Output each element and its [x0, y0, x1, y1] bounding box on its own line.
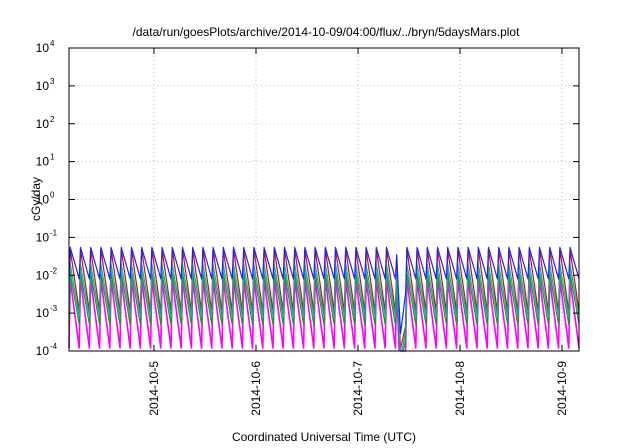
y-tick-label: 10 [36, 268, 50, 282]
y-tick-label: 10 [36, 193, 50, 207]
series-group [68, 246, 580, 352]
y-tick-exponent: 3 [50, 77, 55, 86]
series-line [68, 271, 580, 352]
chart-title: /data/run/goesPlots/archive/2014-10-09/0… [133, 25, 521, 39]
y-tick-exponent: 0 [50, 191, 55, 200]
series-line [68, 246, 580, 335]
x-tick-label: 2014-10-7 [351, 361, 365, 416]
x-tick-label: 2014-10-9 [555, 361, 569, 416]
y-tick-label: 10 [36, 79, 50, 93]
y-tick-label: 10 [36, 155, 50, 169]
y-tick-exponent: 4 [50, 39, 55, 48]
y-tick-label: 10 [36, 41, 50, 55]
y-tick-label: 10 [36, 117, 50, 131]
y-axis-label: cGy/day [29, 177, 43, 221]
x-axis-label: Coordinated Universal Time (UTC) [232, 430, 416, 444]
series-line [68, 278, 580, 352]
x-axis: 2014-10-5 2014-10-6 2014-10-7 2014-10-8 2014… [147, 48, 569, 416]
y-tick-label: 10 [36, 306, 50, 320]
y-tick-exponent: -3 [50, 304, 58, 313]
y-tick-exponent: -2 [50, 266, 58, 275]
x-tick-label: 2014-10-8 [453, 361, 467, 416]
y-tick-exponent: 1 [50, 153, 55, 162]
y-tick-exponent: 2 [50, 115, 55, 124]
y-tick-exponent: -1 [50, 228, 58, 237]
x-tick-label: 2014-10-5 [147, 361, 161, 416]
y-tick-label: 10 [36, 344, 50, 358]
y-tick-exponent: -4 [50, 342, 58, 351]
x-tick-label: 2014-10-6 [249, 361, 263, 416]
series-line [68, 263, 580, 352]
y-tick-label: 10 [36, 230, 50, 244]
